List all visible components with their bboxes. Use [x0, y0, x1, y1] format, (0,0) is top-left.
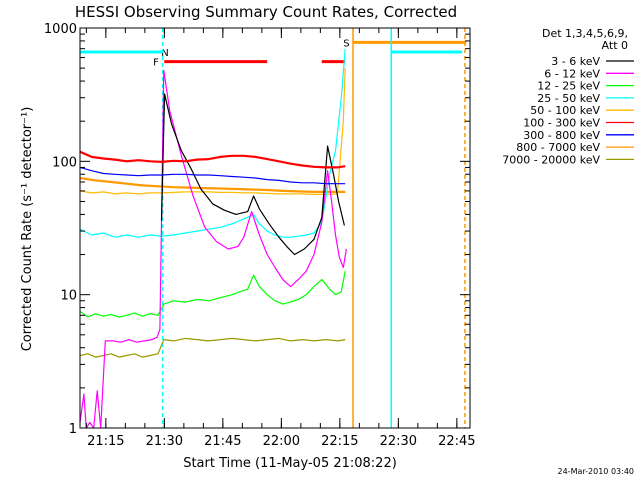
- series-line-2: [79, 271, 346, 318]
- x-tick-label: 21:30: [146, 434, 183, 449]
- y-axis-label: Corrected Count Rate (s⁻¹ detector⁻¹): [20, 107, 35, 352]
- y-tick-label: 10: [60, 289, 77, 304]
- series-line-8: [79, 337, 346, 358]
- y-tick-label: 1: [69, 422, 77, 437]
- legend-label-1: 6 - 12 keV: [544, 67, 600, 80]
- legend-label-5: 100 - 300 keV: [523, 117, 600, 130]
- legend-header-line-1: Det 1,3,4,5,6,9,: [542, 27, 628, 40]
- legend-label-7: 800 - 7000 keV: [516, 141, 600, 154]
- series-line-0: [160, 93, 345, 256]
- x-tick-label: 22:00: [263, 434, 300, 449]
- series-line-1: [79, 69, 347, 429]
- plot-area: NF S 1 10 100 1000 21:15 21:30 21:45 22:00 22:15 22…: [44, 22, 476, 449]
- series-line-3: [79, 48, 346, 238]
- plot-frame: [79, 27, 471, 429]
- chart-title: HESSI Observing Summary Count Rates, Cor…: [75, 3, 457, 21]
- legend-label-0: 3 - 6 keV: [551, 55, 600, 68]
- legend-header-line-2: Att 0: [602, 39, 628, 52]
- legend-label-6: 300 - 800 keV: [523, 129, 600, 142]
- flag-label-s: S: [343, 38, 349, 49]
- x-tick-label: 22:15: [321, 434, 358, 449]
- footer-timestamp: 24-Mar-2010 03:40: [558, 467, 635, 476]
- x-tick-label: 21:45: [204, 434, 241, 449]
- flag-label-f: F: [153, 58, 159, 69]
- x-tick-label: 22:30: [380, 434, 417, 449]
- x-axis-label: Start Time (11-May-05 21:08:22): [183, 456, 397, 471]
- x-tick-label: 22:45: [438, 434, 475, 449]
- legend-label-3: 25 - 50 keV: [537, 92, 600, 105]
- series-line-7: [79, 176, 346, 193]
- y-tick-label: 1000: [44, 22, 77, 37]
- flag-label-n: N: [161, 48, 168, 59]
- legend-label-4: 50 - 100 keV: [530, 104, 600, 117]
- series-line-6: [79, 166, 346, 185]
- series-line-4: [79, 68, 346, 195]
- x-tick-label: 21:15: [87, 434, 124, 449]
- y-tick-label: 100: [52, 155, 77, 170]
- legend-label-8: 7000 - 20000 keV: [502, 153, 600, 166]
- legend-label-2: 12 - 25 keV: [537, 80, 600, 93]
- series-line-5: [79, 150, 346, 169]
